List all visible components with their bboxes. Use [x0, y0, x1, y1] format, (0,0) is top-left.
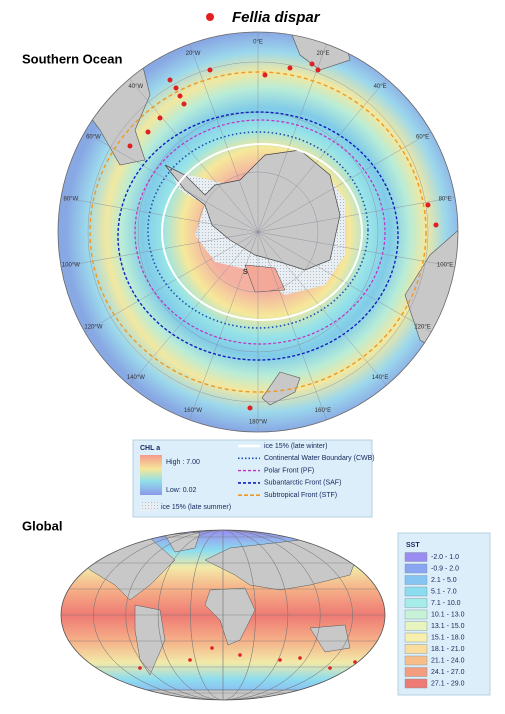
- meridian: [257, 231, 331, 430]
- legend-ice-summer: ice 15% (late summer): [161, 504, 231, 511]
- longitude-label: 20°E: [316, 51, 329, 57]
- sst-label: 21.1 - 24.0: [431, 657, 465, 664]
- parallel: [197, 171, 319, 293]
- longitude-label: 120°E: [414, 325, 430, 331]
- sst-label: 27.1 - 29.0: [431, 680, 465, 687]
- meridian: [122, 71, 259, 233]
- sst-label: 24.1 - 27.0: [431, 669, 465, 676]
- longitude-label: 120°W: [84, 325, 102, 331]
- sst-swatch: [404, 609, 428, 620]
- chl-scale: [140, 455, 162, 495]
- longitude-label: 160°E: [315, 408, 331, 414]
- meridian: [257, 195, 458, 233]
- legend-label: Polar Front (PF): [264, 467, 314, 474]
- sst-swatch: [404, 552, 428, 562]
- sst-label: 5.1 - 7.0: [431, 588, 457, 595]
- sst-swatch: [404, 644, 428, 654]
- sst-label: 2.1 - 5.0: [431, 577, 457, 584]
- meridian: [257, 231, 458, 269]
- meridian: [257, 231, 394, 393]
- meridian: [76, 231, 259, 338]
- sst-swatch: [404, 667, 428, 677]
- longitude-label: 40°W: [128, 84, 143, 90]
- global-border: [60, 529, 386, 701]
- legend-title: CHL a: [140, 445, 160, 452]
- legend-label: ice 15% (late winter): [264, 443, 327, 450]
- longitude-label: 80°W: [64, 197, 79, 203]
- meridian: [185, 231, 259, 430]
- meridian: [58, 231, 259, 269]
- legend-high: High : 7.00: [166, 459, 200, 466]
- meridian: [257, 231, 440, 338]
- sst-label: -0.9 - 2.0: [431, 565, 459, 572]
- sst-swatch: [404, 678, 428, 689]
- longitude-label: 0°E: [253, 40, 263, 46]
- legend-label: Continental Water Boundary (CWB): [264, 455, 375, 462]
- longitude-label: 60°E: [416, 135, 429, 141]
- sst-label: 10.1 - 13.0: [431, 611, 465, 618]
- sst-label: 7.1 - 10.0: [431, 600, 461, 607]
- sst-swatch: [404, 655, 428, 666]
- sst-swatch: [404, 598, 428, 608]
- region-marker: S: [243, 269, 248, 276]
- sst-swatch: [404, 621, 428, 631]
- map-border: [57, 31, 459, 433]
- sst-swatch: [404, 586, 428, 597]
- southern-map: S: [58, 32, 458, 432]
- sst-title: SST: [406, 542, 420, 549]
- sst-label: -2.0 - 1.0: [431, 554, 459, 561]
- sst-swatch: [404, 632, 428, 643]
- global-title: Global: [22, 518, 62, 533]
- longitude-label: 60°W: [86, 135, 101, 141]
- sst-swatch: [404, 563, 428, 574]
- longitude-label: 80°E: [439, 197, 452, 203]
- longitude-label: 140°W: [127, 375, 145, 381]
- meridian: [122, 231, 259, 393]
- species-label: Fellia dispar: [232, 9, 321, 26]
- meridian: [185, 34, 259, 233]
- longitude-label: 100°E: [437, 263, 453, 269]
- sst-swatch: [404, 575, 428, 585]
- ice-swatch: [140, 502, 158, 511]
- sst-label: 13.1 - 15.0: [431, 623, 465, 630]
- longitude-label: 20°W: [186, 51, 201, 57]
- sst-label: 18.1 - 21.0: [431, 646, 465, 653]
- legend-dot: [206, 13, 214, 21]
- meridian: [58, 195, 259, 233]
- meridian: [257, 71, 394, 233]
- longitude-label: 100°W: [62, 263, 80, 269]
- longitude-label: 180°W: [249, 420, 267, 426]
- global-map: [61, 530, 385, 700]
- chl-legend: [132, 439, 373, 518]
- meridian: [257, 126, 440, 233]
- longitude-label: 40°E: [374, 84, 387, 90]
- sst-label: 15.1 - 18.0: [431, 634, 465, 641]
- parallel: [87, 61, 429, 403]
- legend-label: Subantarctic Front (SAF): [264, 480, 341, 487]
- longitude-label: 160°W: [184, 408, 202, 414]
- legend-label: Subtropical Front (STF): [264, 492, 337, 499]
- map-title: Southern Ocean: [22, 51, 122, 66]
- legend-low: Low: 0.02: [166, 487, 196, 494]
- longitude-label: 140°E: [372, 375, 388, 381]
- meridian: [76, 126, 259, 233]
